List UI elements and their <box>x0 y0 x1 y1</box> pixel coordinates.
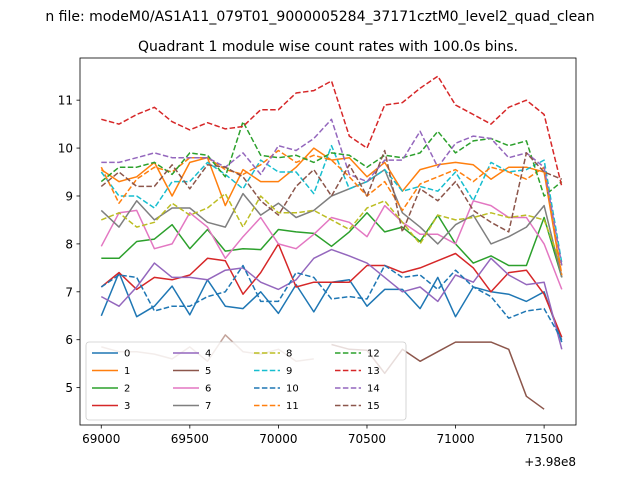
y-tick-label: 6 <box>65 333 73 347</box>
series-line-4 <box>100 248 563 350</box>
plot-frame <box>79 57 577 426</box>
legend-label-13: 13 <box>367 366 380 377</box>
x-tick-label: 69500 <box>171 432 209 446</box>
chart-title: Quadrant 1 module wise count rates with … <box>138 39 518 55</box>
series-line-3 <box>100 243 563 338</box>
series-line-8 <box>101 192 563 266</box>
y-tick-label: 9 <box>65 189 73 203</box>
legend-label-4: 4 <box>205 349 211 360</box>
y-axis-ticks: 5 6 7 8 9 10 11 <box>58 94 80 395</box>
legend-box <box>85 341 407 421</box>
series-line-9 <box>100 144 563 264</box>
legend-label-9: 9 <box>286 366 292 377</box>
series-line-13 <box>101 75 563 187</box>
legend-label-7: 7 <box>205 401 211 412</box>
legend-label-14: 14 <box>367 384 380 395</box>
x-tick-label: 69000 <box>82 432 120 446</box>
x-tick-label: 71000 <box>436 432 474 446</box>
legend-label-1: 1 <box>124 366 130 377</box>
series-layer <box>100 75 563 410</box>
x-axis-offset-label: +3.98e8 <box>524 455 576 469</box>
series-line-14 <box>101 118 563 266</box>
x-tick-label: 71500 <box>525 432 563 446</box>
x-axis-ticks: 69000 69500 70000 70500 71000 71500 <box>82 425 563 446</box>
y-tick-label: 11 <box>58 94 73 108</box>
figure-suptitle: n file: modeM0/AS1A11_079T01_9000005284_… <box>45 9 594 25</box>
legend-label-8: 8 <box>286 349 292 360</box>
series-line-10 <box>100 264 563 341</box>
y-tick-label: 5 <box>65 381 73 395</box>
series-line-6 <box>100 200 563 290</box>
legend-label-12: 12 <box>367 349 380 360</box>
x-tick-label: 70000 <box>259 432 297 446</box>
legend-label-6: 6 <box>205 384 211 395</box>
series-line-7 <box>100 168 563 278</box>
y-tick-label: 7 <box>65 285 73 299</box>
legend-label-15: 15 <box>367 401 380 412</box>
legend-label-10: 10 <box>286 384 299 395</box>
series-line-12 <box>100 120 563 197</box>
legend-label-3: 3 <box>124 401 130 412</box>
legend-label-2: 2 <box>124 384 130 395</box>
legend-label-11: 11 <box>286 401 299 412</box>
legend-label-5: 5 <box>205 366 211 377</box>
legend-label-0: 0 <box>124 349 130 360</box>
y-tick-label: 10 <box>58 142 73 156</box>
x-tick-label: 70500 <box>348 432 386 446</box>
y-tick-label: 8 <box>65 237 73 251</box>
